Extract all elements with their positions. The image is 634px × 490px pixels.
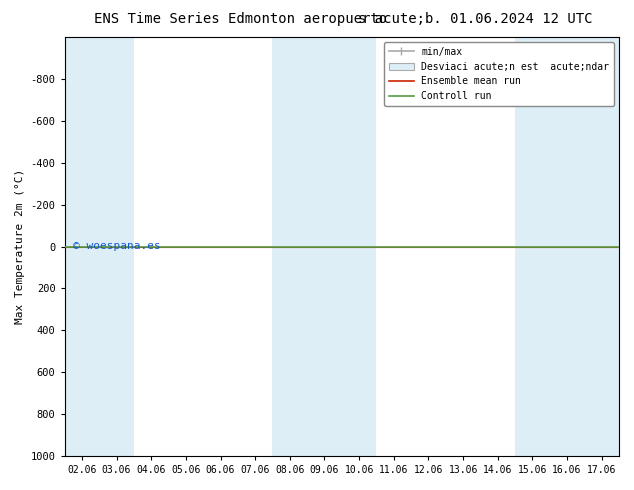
Text: ENS Time Series Edmonton aeropuerto: ENS Time Series Edmonton aeropuerto <box>94 12 387 26</box>
Legend: min/max, Desviaci acute;n est  acute;ndar, Ensemble mean run, Controll run: min/max, Desviaci acute;n est acute;ndar… <box>384 42 614 106</box>
Bar <box>307 37 342 456</box>
Bar <box>100 37 134 456</box>
Bar <box>585 37 619 456</box>
Bar <box>550 37 585 456</box>
Text: © woespana.es: © woespana.es <box>73 241 160 250</box>
Y-axis label: Max Temperature 2m (°C): Max Temperature 2m (°C) <box>15 169 25 324</box>
Text: s acute;b. 01.06.2024 12 UTC: s acute;b. 01.06.2024 12 UTC <box>358 12 593 26</box>
Bar <box>515 37 550 456</box>
Bar <box>65 37 100 456</box>
Bar <box>342 37 377 456</box>
Bar <box>273 37 307 456</box>
